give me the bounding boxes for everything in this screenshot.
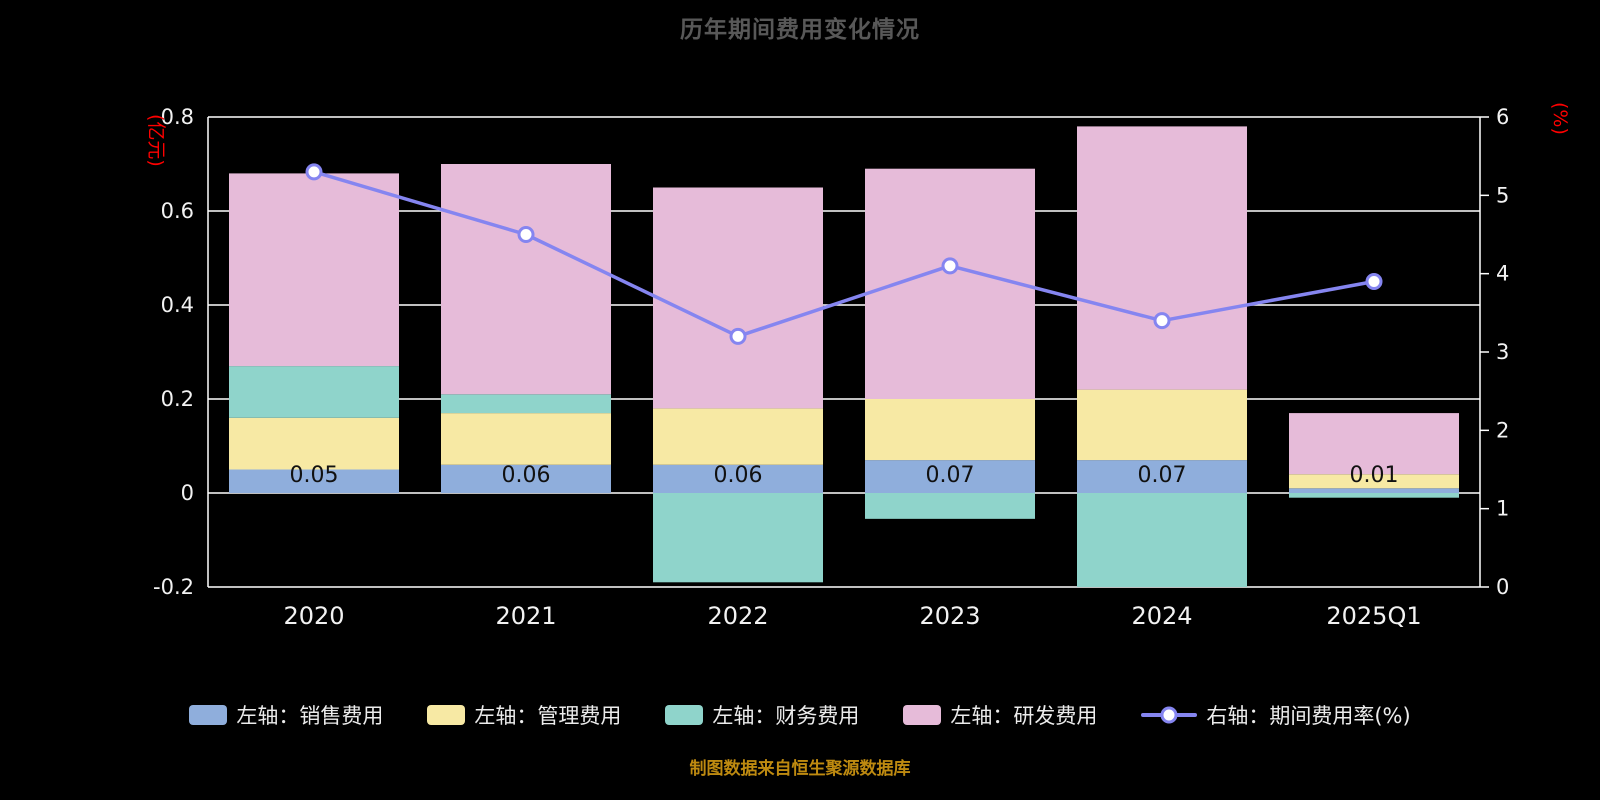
legend-bar-swatch-icon — [427, 705, 466, 725]
legend-item-3[interactable]: 左轴：研发费用 — [903, 700, 1097, 730]
legend-label: 左轴：研发费用 — [950, 704, 1098, 728]
legend-item-0[interactable]: 左轴：销售费用 — [189, 700, 383, 730]
bar-value-label: 0.07 — [926, 463, 975, 488]
bar-segment-2021-series1 — [441, 413, 611, 465]
x-axis-label-2020: 2020 — [283, 602, 344, 630]
x-axis-label-2024: 2024 — [1131, 602, 1192, 630]
bar-segment-2022-series2 — [653, 493, 823, 583]
right-axis-tick-label: 3 — [1496, 340, 1509, 364]
right-axis-tick-label: 1 — [1496, 497, 1509, 521]
legend-line-marker-icon — [1141, 705, 1198, 725]
rate-line-marker-2023 — [941, 257, 959, 275]
x-axis-label-2022: 2022 — [707, 602, 768, 630]
bar-segment-2022-series0 — [653, 464, 823, 493]
legend-bar-swatch-icon — [665, 705, 704, 725]
chart-canvas: 0.8 0.6 0.4 0.2 0 -0.2 6 5 4 3 2 1 0 (亿元) (%) 0.05 0.06 0… — [145, 102, 1571, 630]
bar-segment-2022-series1 — [653, 408, 823, 465]
bar-segment-2022-series3 — [653, 187, 823, 409]
bar-value-label: 0.06 — [502, 463, 551, 488]
right-axis-tick-label: 4 — [1496, 262, 1509, 286]
legend-bar-swatch-icon — [189, 705, 228, 725]
left-axis-tick-label: 0.2 — [161, 387, 194, 411]
right-axis-tick-label: 6 — [1496, 105, 1509, 129]
legend: 左轴：销售费用 左轴：管理费用 左轴：财务费用 左轴：研发费用 右轴：期间费用率(%) — [0, 700, 1600, 730]
legend-label: 左轴：销售费用 — [236, 704, 384, 728]
left-axis-tick-label: 0.6 — [161, 199, 194, 223]
right-axis-tick-label: 5 — [1496, 183, 1509, 207]
bar-segment-2021-series0 — [441, 464, 611, 493]
bar-segment-2023-series0 — [865, 460, 1035, 493]
bar-segment-2024-series0 — [1077, 460, 1247, 493]
legend-item-2[interactable]: 左轴：财务费用 — [665, 700, 859, 730]
right-axis-unit: (%) — [1549, 102, 1571, 135]
left-axis-tick-label: 0.4 — [161, 293, 194, 317]
x-axis-label-2021: 2021 — [495, 602, 556, 630]
bar-value-label: 0.07 — [1138, 463, 1187, 488]
bar-segment-2021-series2 — [441, 394, 611, 414]
rate-line-marker-2022 — [729, 327, 747, 345]
right-axis-tick-label: 0 — [1496, 575, 1509, 599]
legend-label: 左轴：财务费用 — [712, 704, 860, 728]
bar-segment-2024-series1 — [1077, 389, 1247, 461]
bar-segment-2025Q1-series0 — [1289, 488, 1459, 493]
rate-line-marker-2020 — [305, 163, 323, 181]
bar-segment-2025Q1-series3 — [1289, 413, 1459, 475]
bar-value-label: 0.05 — [290, 463, 339, 488]
bar-segment-2021-series3 — [441, 164, 611, 395]
bar-segment-2020-series2 — [229, 366, 399, 418]
rate-line — [313, 170, 1375, 339]
legend-label: 右轴：期间费用率(%) — [1206, 704, 1411, 728]
left-axis-tick-label: -0.2 — [153, 575, 194, 599]
legend-label: 左轴：管理费用 — [474, 704, 622, 728]
legend-item-4[interactable]: 右轴：期间费用率(%) — [1141, 700, 1411, 730]
x-axis-label-2023: 2023 — [919, 602, 980, 630]
bar-value-label: 0.01 — [1350, 463, 1399, 488]
bar-value-label: 0.06 — [714, 463, 763, 488]
rate-line-marker-2021 — [517, 226, 535, 243]
rate-line-marker-2025Q1 — [1365, 273, 1383, 290]
left-axis-unit: (亿元) — [145, 114, 167, 167]
legend-item-1[interactable]: 左轴：管理费用 — [427, 700, 621, 730]
bar-segment-2020-series3 — [229, 173, 399, 367]
left-axis-tick-label: 0 — [181, 481, 194, 505]
right-axis-tick-label: 2 — [1496, 418, 1509, 442]
bar-segment-2023-series2 — [865, 493, 1035, 519]
bars-group — [229, 126, 1459, 587]
bar-segment-2025Q1-series1 — [1289, 474, 1459, 489]
bar-segment-2024-series2 — [1077, 493, 1247, 587]
bar-segment-2020-series0 — [229, 469, 399, 493]
bar-segment-2023-series1 — [865, 399, 1035, 461]
left-axis-tick-label: 0.8 — [161, 105, 194, 129]
legend-dot-icon — [1160, 706, 1178, 724]
chart-title: 历年期间费用变化情况 — [680, 17, 920, 43]
bar-segment-2020-series1 — [229, 417, 399, 470]
x-axis-label-2025Q1: 2025Q1 — [1326, 602, 1421, 630]
legend-bar-swatch-icon — [903, 705, 942, 725]
bar-segment-2025Q1-series2 — [1289, 493, 1459, 498]
bar-segment-2024-series3 — [1077, 126, 1247, 390]
rate-line-marker-2024 — [1153, 312, 1171, 330]
source-note: 制图数据来自恒生聚源数据库 — [689, 759, 911, 779]
